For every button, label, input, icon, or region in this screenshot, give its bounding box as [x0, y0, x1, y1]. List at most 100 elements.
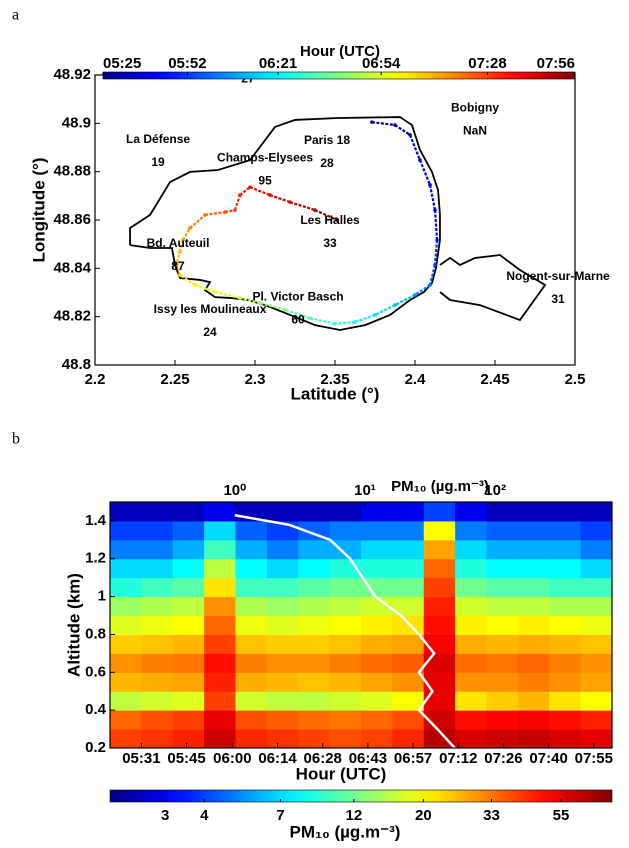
heatmap-cell [392, 710, 425, 730]
heatmap-cell [110, 502, 142, 522]
heatmap-cell [266, 615, 299, 635]
colorbar-tick-label: 4 [200, 807, 209, 824]
heatmap-cell [580, 558, 613, 579]
heatmap-cell [549, 672, 582, 692]
heatmap-cell [580, 577, 613, 598]
y-tick-label: 0.6 [85, 663, 106, 680]
track-segment [354, 313, 376, 324]
heatmap-cell [392, 634, 425, 654]
heatmap-cell [235, 691, 268, 711]
track-point [268, 193, 272, 197]
y-axis-label: Longitude (°) [29, 158, 48, 263]
y-axis-label: Altitude (km) [64, 573, 83, 677]
heatmap-cell [298, 710, 331, 730]
colorbar-tick-label: 20 [415, 807, 432, 824]
track-segment [374, 304, 396, 316]
colorbar-title: Hour (UTC) [300, 43, 380, 60]
heatmap-cell [423, 539, 456, 560]
track-segment [414, 284, 431, 296]
heatmap-cell [204, 558, 236, 579]
track-segment [176, 261, 182, 276]
heatmap-cell [361, 672, 393, 692]
x2-tick-label: 10² [484, 482, 506, 499]
heatmap-cell [392, 729, 425, 749]
heatmap-cell [580, 596, 613, 617]
heatmap-cell [110, 653, 142, 673]
x-tick-label: 07:40 [529, 750, 567, 767]
track-point [373, 313, 377, 317]
heatmap-cell [110, 558, 142, 579]
heatmap-cell [110, 577, 142, 598]
heatmap-cell [455, 577, 487, 598]
heatmap-cell [549, 558, 582, 579]
station-name: Paris 18 [304, 133, 350, 147]
heatmap-cell [141, 577, 174, 598]
heatmap-cell [361, 634, 393, 654]
track-segment [204, 210, 226, 217]
heatmap-cell [235, 634, 268, 654]
colorbar-tick-label: 07:28 [468, 55, 506, 72]
heatmap-cell [266, 653, 299, 673]
heatmap-cell [172, 729, 205, 749]
heatmap-cell [235, 558, 268, 579]
heatmap-cell [172, 558, 205, 579]
heatmap-cell [235, 615, 268, 635]
heatmap-cell [266, 596, 299, 617]
x-tick-label: 2.35 [320, 371, 349, 388]
track-point [433, 208, 437, 212]
x-tick-label: 06:43 [349, 750, 387, 767]
y-tick-label: 0.2 [85, 739, 106, 756]
heatmap-cell [517, 653, 550, 673]
heatmap-cell [361, 615, 393, 635]
track-segment [289, 201, 316, 212]
track-point [428, 283, 432, 287]
x-tick-label: 2.2 [85, 371, 106, 388]
heatmap-cell [517, 710, 550, 730]
heatmap-cell [172, 577, 205, 598]
heatmap-cell [172, 634, 205, 654]
heatmap-cell [141, 615, 174, 635]
heatmap-cell [580, 710, 613, 730]
heatmap-cell [361, 539, 393, 560]
heatmap-cell [172, 520, 205, 541]
x-tick-label: 2.5 [565, 371, 586, 388]
station-name: Champs-Elysees [217, 150, 313, 164]
heatmap-cell [172, 596, 205, 617]
track-segment [334, 320, 356, 326]
track-point [188, 226, 192, 230]
track-segment [409, 134, 421, 161]
heatmap-cell [204, 710, 236, 730]
track-segment [428, 184, 437, 211]
heatmap-cell [392, 558, 425, 579]
heatmap-cell [455, 596, 487, 617]
heatmap-cell [549, 520, 582, 541]
heatmap-cell [266, 502, 299, 522]
panel-label: a [12, 7, 19, 24]
x2-tick-label: 10¹ [354, 482, 376, 499]
colorbar-tick-label: 05:25 [103, 55, 141, 72]
boundary [129, 116, 441, 331]
heatmap-cell [455, 539, 487, 560]
station-value: 60 [291, 312, 305, 326]
heatmap-cell [172, 672, 205, 692]
y-tick-label: 48.82 [53, 308, 91, 325]
x-tick-label: 2.25 [160, 371, 189, 388]
track-point [175, 260, 179, 264]
track-segment [182, 227, 191, 241]
heatmap-cell [329, 615, 362, 635]
heatmap-cell [486, 558, 519, 579]
track-segment [269, 194, 291, 204]
heatmap-cell [361, 710, 393, 730]
heatmap-cell [486, 634, 519, 654]
heatmap-cell [235, 596, 268, 617]
heatmap-cell [172, 653, 205, 673]
heatmap-cell [392, 596, 425, 617]
heatmap-cell [423, 577, 456, 598]
heatmap-cell [329, 691, 362, 711]
heatmap-cell [549, 502, 582, 522]
heatmap-cell [235, 672, 268, 692]
heatmap-cell [266, 729, 299, 749]
heatmap-cell [392, 502, 425, 522]
heatmap-cell [298, 672, 331, 692]
